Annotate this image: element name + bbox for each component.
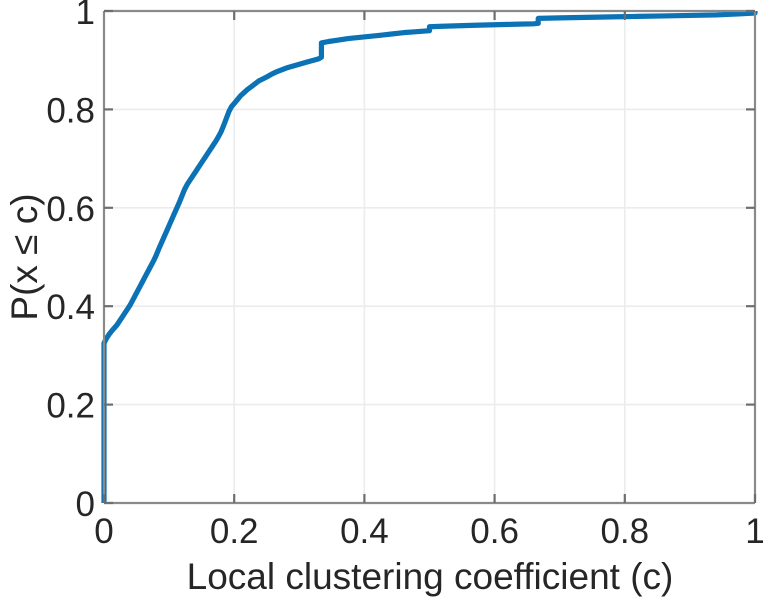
x-axis-tick-labels: 0 0.2 0.4 0.6 0.8 1	[94, 512, 764, 551]
x-axis-title: Local clustering coefficient (c)	[187, 556, 674, 597]
xtick-label-5: 1	[745, 512, 764, 551]
horizontal-gridlines	[104, 10, 755, 406]
cdf-line-series	[101, 10, 758, 503]
ytick-label-3: 0.6	[46, 190, 95, 229]
xtick-label-2: 0.4	[340, 512, 389, 551]
y-axis-tick-labels: 1 0.8 0.6 0.4 0.2 0	[46, 0, 95, 524]
xtick-label-1: 0.2	[210, 512, 259, 551]
vertical-gridlines	[233, 11, 626, 503]
ytick-label-4: 0.8	[46, 91, 95, 130]
y-tick-marks	[104, 9, 755, 505]
ytick-label-2: 0.4	[46, 288, 95, 327]
x-tick-marks	[102, 11, 757, 503]
xtick-label-4: 0.8	[600, 512, 649, 551]
xtick-label-0: 0	[94, 512, 113, 551]
axes-box	[102, 9, 757, 505]
ytick-label-0: 0	[76, 485, 95, 524]
y-axis-title: P(x ≤ c)	[4, 193, 45, 320]
ytick-label-5: 1	[76, 0, 95, 32]
ytick-label-1: 0.2	[46, 387, 95, 426]
xtick-label-3: 0.6	[470, 512, 519, 551]
